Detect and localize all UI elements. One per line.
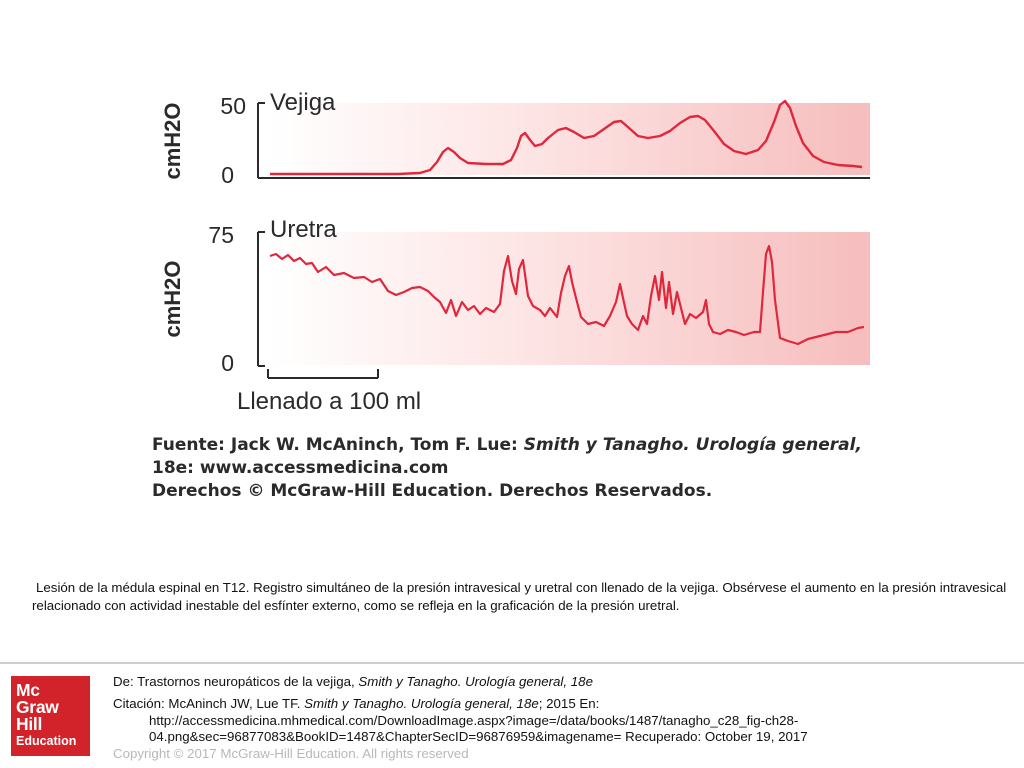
- citation-footer: De: Trastornos neuropáticos de la vejiga…: [113, 674, 993, 762]
- bladder-axis: [257, 102, 870, 179]
- urethra-band: [270, 232, 870, 365]
- citation-url-2[interactable]: 04.png&sec=96877083&BookID=1487&ChapterS…: [149, 728, 808, 744]
- urethra-tick-high: 75: [208, 222, 234, 248]
- bladder-label: Vejiga: [270, 89, 336, 116]
- urethra-unit-label: cmH2O: [160, 260, 185, 337]
- urethra-axis: [257, 231, 265, 367]
- source-line-3: Derechos © McGraw-Hill Education. Derech…: [152, 481, 712, 498]
- urodynamic-figure: cmH2O cmH2O 50 0 75 0 Vejiga Uretra Llen…: [148, 86, 870, 498]
- citation-url-1[interactable]: http://accessmedicina.mhmedical.com/Down…: [149, 712, 799, 728]
- urethral-pressure-trace: [269, 244, 865, 346]
- source-line-1: Fuente: Jack W. McAninch, Tom F. Lue: Sm…: [152, 435, 862, 455]
- scale-bar: [267, 369, 379, 379]
- footer-divider: [0, 662, 1024, 664]
- urethra-tick-low: 0: [221, 350, 234, 376]
- bladder-pressure-trace: [270, 99, 863, 176]
- mcgraw-hill-logo: Mc Graw Hill Education: [11, 676, 90, 756]
- urodynamic-tracing: cmH2O cmH2O 50 0 75 0 Vejiga Uretra Llen…: [152, 89, 870, 498]
- source-line-2: 18e: www.accessmedicina.com: [152, 458, 448, 478]
- bladder-tick-high: 50: [220, 93, 246, 119]
- figure-caption: Lesión de la médula espinal en T12. Regi…: [32, 580, 1007, 613]
- bladder-unit-label: cmH2O: [160, 102, 185, 179]
- bladder-band: [270, 103, 870, 175]
- copyright-notice: Copyright © 2017 McGraw-Hill Education. …: [113, 746, 469, 762]
- urethra-label: Uretra: [270, 216, 337, 243]
- scale-bar-label: Llenado a 100 ml: [237, 388, 421, 415]
- citation-line: Citación: McAninch JW, Lue TF. Smith y T…: [113, 696, 600, 712]
- source-chapter: De: Trastornos neuropáticos de la vejiga…: [113, 674, 593, 689]
- bladder-tick-low: 0: [221, 162, 234, 188]
